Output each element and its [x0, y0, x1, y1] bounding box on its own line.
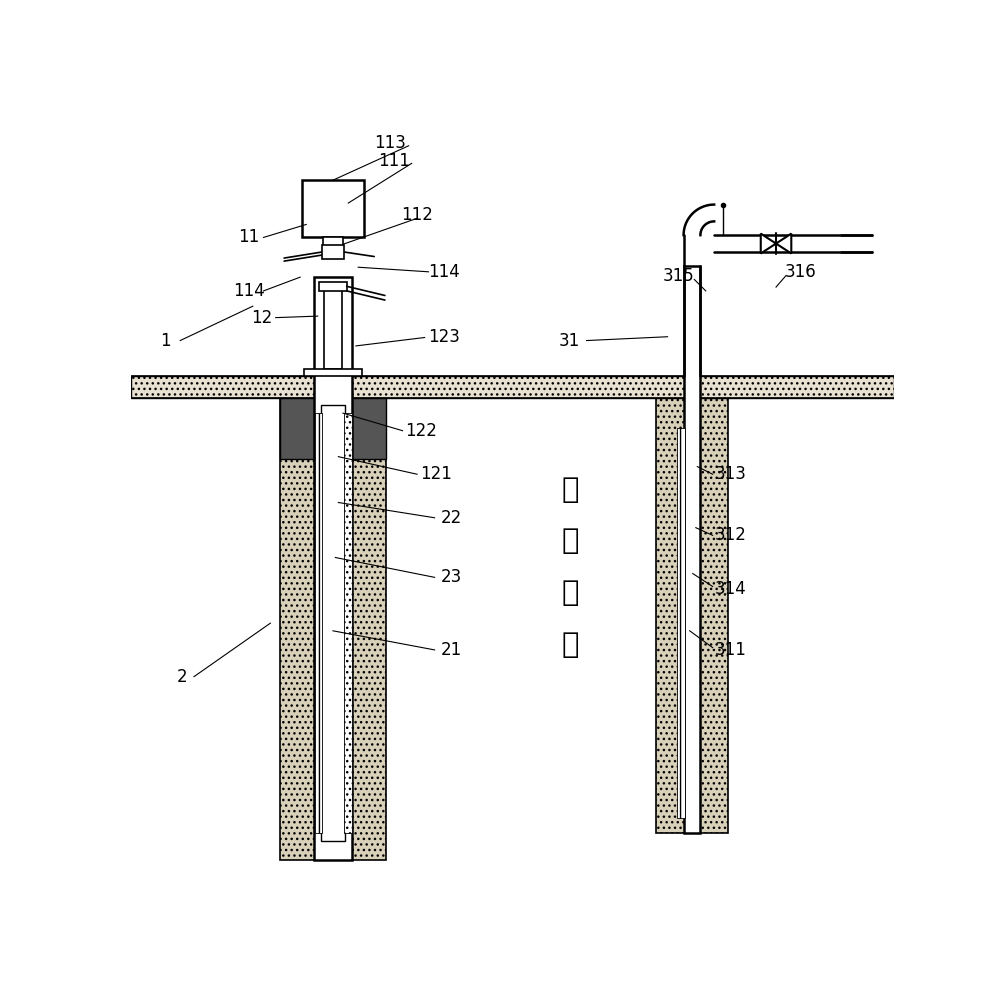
Text: 112: 112	[401, 205, 433, 223]
Text: 12: 12	[251, 309, 273, 326]
Bar	[280, 398, 386, 459]
Wedge shape	[684, 204, 714, 235]
Bar	[322, 245, 344, 259]
Bar	[344, 413, 352, 833]
Text: 121: 121	[420, 465, 452, 483]
Text: 312: 312	[714, 527, 746, 545]
Text: 313: 313	[714, 465, 746, 483]
Text: 污: 污	[561, 475, 579, 504]
Text: 22: 22	[441, 509, 462, 527]
Text: 11: 11	[238, 228, 260, 246]
Bar	[321, 406, 345, 841]
Text: 染: 染	[561, 528, 579, 556]
Bar	[684, 266, 700, 833]
Bar	[315, 413, 322, 833]
Text: 122: 122	[405, 422, 437, 439]
Text: 316: 316	[785, 263, 816, 281]
Bar	[323, 237, 343, 253]
Bar	[131, 376, 894, 398]
Text: 1: 1	[160, 331, 170, 349]
Text: 314: 314	[714, 579, 746, 598]
Bar	[656, 398, 728, 833]
Text: 土: 土	[561, 579, 579, 607]
Bar	[302, 181, 364, 237]
Polygon shape	[761, 233, 776, 254]
Text: 壤: 壤	[561, 631, 579, 660]
Text: 123: 123	[428, 328, 460, 346]
Text: 315: 315	[663, 267, 695, 285]
Bar	[304, 369, 362, 376]
Polygon shape	[776, 233, 791, 254]
Bar	[324, 287, 342, 369]
Text: 311: 311	[714, 641, 746, 659]
Text: 23: 23	[441, 568, 462, 586]
Text: 21: 21	[441, 641, 462, 659]
Text: 114: 114	[233, 282, 265, 300]
Bar	[319, 282, 347, 291]
Bar	[677, 429, 685, 818]
Text: 111: 111	[378, 152, 410, 170]
Text: 2: 2	[177, 668, 188, 685]
Text: 31: 31	[559, 331, 580, 349]
Bar	[280, 398, 386, 860]
Bar	[314, 277, 352, 860]
Text: 113: 113	[374, 135, 406, 153]
Text: 114: 114	[428, 263, 460, 281]
